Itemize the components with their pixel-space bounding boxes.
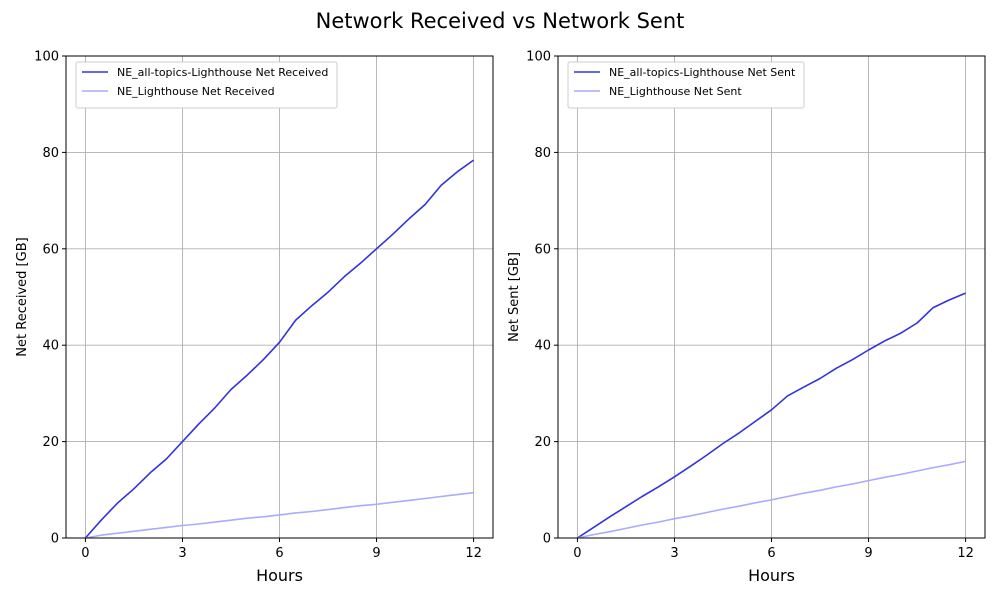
y-tick-label: 60 <box>534 242 551 257</box>
y-tick-label: 0 <box>543 532 551 547</box>
figure-title: Network Received vs Network Sent <box>316 9 685 33</box>
x-tick-label: 0 <box>81 546 89 561</box>
x-tick-label: 6 <box>275 546 283 561</box>
x-tick-label: 12 <box>465 546 482 561</box>
series-line-2 <box>85 491 474 539</box>
x-tick-label: 12 <box>957 546 974 561</box>
legend: NE_all-topics-Lighthouse Net Sent NE_Ligh… <box>567 61 805 109</box>
y-tick-label: 20 <box>42 435 59 450</box>
grid <box>558 55 985 539</box>
y-tick-label: 100 <box>34 50 59 65</box>
x-axis-label: Hours <box>256 566 303 585</box>
x-axis-label: Hours <box>748 566 795 585</box>
y-tick-label: 60 <box>42 242 59 257</box>
legend-entry-label: NE_all-topics-Lighthouse Net Sent <box>609 66 796 79</box>
y-tick-label: 20 <box>534 435 551 450</box>
y-axis-label: Net Sent [GB] <box>507 252 522 342</box>
legend-entry-label: NE_Lighthouse Net Received <box>117 85 275 98</box>
legend-box <box>75 61 338 109</box>
chart-panel-2: 0 3 6 9 12 0 20 40 60 80 100 Hours Net Sent [GB] NE_a… <box>507 50 986 585</box>
legend: NE_all-topics-Lighthouse Net Received NE_… <box>75 61 338 109</box>
legend-entry-label: NE_Lighthouse Net Sent <box>609 85 742 98</box>
y-tick-label: 0 <box>51 532 59 547</box>
y-tick-label: 80 <box>534 146 551 161</box>
legend-box <box>567 61 805 109</box>
series-line-2 <box>577 460 966 539</box>
series-line-1 <box>576 292 966 539</box>
series-line-1 <box>84 159 475 539</box>
chart-panel-1: 0 3 6 9 12 0 20 40 60 80 100 Hours Net Received [GB]… <box>15 50 494 585</box>
x-tick-label: 0 <box>573 546 581 561</box>
legend-entry-label: NE_all-topics-Lighthouse Net Received <box>117 66 328 79</box>
x-tick-label: 6 <box>767 546 775 561</box>
x-tick-label: 3 <box>178 546 186 561</box>
x-tick-label: 9 <box>372 546 380 561</box>
x-tick-label: 9 <box>864 546 872 561</box>
y-axis-label: Net Received [GB] <box>15 237 30 356</box>
y-tick-label: 40 <box>534 339 551 354</box>
x-tick-label: 3 <box>670 546 678 561</box>
y-tick-label: 40 <box>42 339 59 354</box>
y-tick-label: 80 <box>42 146 59 161</box>
y-tick-label: 100 <box>526 50 551 65</box>
